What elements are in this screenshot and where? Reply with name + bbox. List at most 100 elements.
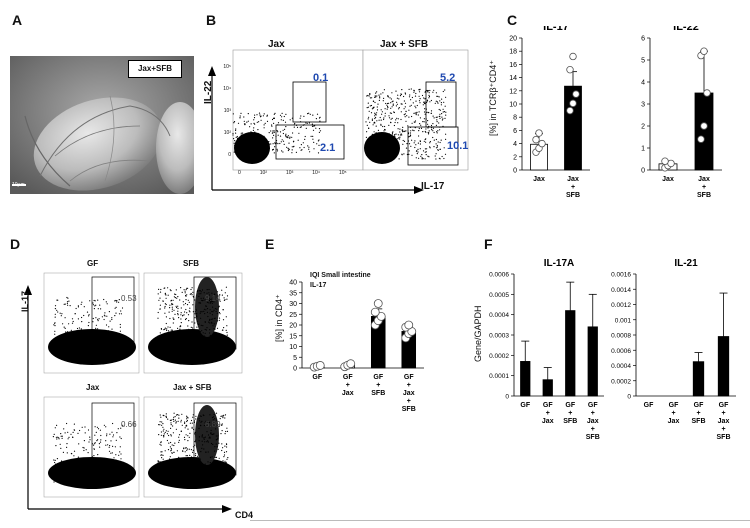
e-category-label: GF — [404, 374, 414, 381]
c-il17-ytick-label: 16 — [509, 62, 517, 69]
e-category-label: Jax — [342, 390, 354, 397]
c-il22-point — [661, 157, 669, 165]
e-ytick-label: 30 — [289, 301, 297, 308]
f-il17a-category-label: + — [591, 426, 595, 433]
b-y-ticks: 10⁵ 10⁴ 10³ 10² 0 — [223, 64, 231, 158]
c-il17-category-label: Jax — [533, 176, 545, 183]
f-il21-ytick-label: 0.0006 — [611, 348, 631, 355]
e-category-label: GF — [312, 374, 322, 381]
f-il21-category-label: + — [671, 410, 675, 417]
e-category-label: GF — [343, 374, 353, 381]
e-ytick-label: 25 — [289, 312, 297, 319]
flow-plot-jax-d — [43, 396, 140, 498]
c-il17-point — [572, 90, 580, 98]
f-il21-category-label: + — [696, 410, 700, 417]
d-jax-sfb-events — [157, 412, 229, 484]
panel-letter-c: C — [507, 12, 518, 28]
e-ytick-label: 35 — [289, 290, 297, 297]
b-plot2-upper-gate: 5.2 — [440, 72, 456, 84]
f-il17a-bar — [587, 326, 598, 397]
sample-tag: Jax+SFB — [128, 60, 182, 78]
f-il21-ytick-label: 0.0016 — [611, 272, 631, 279]
e-ytick-label: 40 — [289, 280, 297, 287]
f-il17a-ytick-label: 0.0001 — [489, 373, 509, 380]
e-ytick-label: 15 — [289, 333, 297, 340]
e-point — [404, 320, 414, 330]
c-il22-ytick-label: 1 — [641, 146, 645, 153]
f-il21-category-label: Jax — [668, 418, 680, 425]
flow-plot-jax — [232, 49, 364, 171]
c-il17-point — [569, 52, 577, 61]
bottom-rule — [250, 520, 750, 521]
f-il21-bar — [692, 361, 705, 397]
f-il17a-bar — [565, 310, 576, 397]
c-il17-category-label: SFB — [566, 192, 580, 199]
c-il22-point — [703, 89, 711, 97]
d-sfb-events — [157, 286, 229, 358]
e-point — [346, 359, 356, 369]
flow-panel-d — [24, 272, 243, 513]
f-il17a-category-label: GF — [520, 402, 530, 409]
c-il22-title: IL-22 — [673, 26, 699, 33]
b-x-axis-label: IL-17 — [421, 181, 445, 192]
c-il17-ytick-label: 12 — [509, 88, 517, 95]
scale-bar-label: 10µm — [12, 182, 25, 188]
c-il22-ytick-label: 3 — [641, 102, 645, 109]
c-il22-ytick-label: 6 — [641, 36, 645, 43]
d-jax-value: 0.66 — [121, 420, 137, 429]
e-category-label: + — [407, 382, 411, 389]
f-il17a-category-label: GF — [588, 402, 598, 409]
c-il17-ytick-label: 4 — [513, 141, 517, 148]
e-category-label: SFB — [402, 406, 416, 413]
f-il21-ytick-label: 0 — [627, 394, 631, 401]
panel-letter-e: E — [265, 236, 275, 252]
d-sfb-value: 9.14 — [205, 294, 221, 303]
chart-f: 0 0.0001 0.0002 0.0003 0.0004 0.0005 0.0006 IL-… — [489, 258, 736, 441]
b-plot2-events — [365, 88, 447, 160]
e-point — [315, 361, 325, 370]
e-ytick-label: 10 — [289, 344, 297, 351]
f-il17a-ytick-label: 0.0004 — [489, 312, 509, 319]
e-category-label: + — [407, 398, 411, 405]
b-x-ticks: 0 10² 10³ 10⁴ 10⁵ — [238, 170, 347, 176]
f-il17a-category-label: SFB — [563, 418, 577, 425]
c-il22-category-label: Jax — [698, 176, 710, 183]
c-il17-ytick-label: 18 — [509, 49, 517, 56]
f-il21-ytick-label: 0.0014 — [611, 287, 631, 294]
f-il21-ytick-label: 0.0012 — [611, 302, 631, 309]
f-il17a-ytick-label: 0.0005 — [489, 292, 509, 299]
f-il17a-category-label: SFB — [586, 434, 600, 441]
c-il17-title: IL-17 — [543, 26, 569, 33]
f-il17a-category-label: GF — [543, 402, 553, 409]
c-ylabel: [%] in TCRβ⁺CD4⁺ — [488, 59, 498, 136]
f-il17a-title: IL-17A — [544, 258, 575, 269]
c-il17-point — [535, 129, 543, 137]
flow-panel-b — [208, 49, 469, 194]
d-gf-title: GF — [87, 259, 99, 268]
c-il17-ytick-label: 10 — [509, 102, 517, 109]
f-il21-ytick-label: 0.0004 — [611, 363, 631, 370]
c-il17-ytick-label: 14 — [509, 75, 517, 82]
f-il17a-category-label: + — [546, 410, 550, 417]
f-il17a-category-label: Jax — [587, 418, 599, 425]
flow-plot-gf — [43, 272, 140, 374]
b-y-axis-label: IL-22 — [203, 80, 214, 104]
c-il17-ytick-label: 20 — [509, 36, 517, 43]
c-il22-bar — [694, 92, 714, 171]
f-il17a-bar — [542, 379, 553, 397]
f-il17a-category-label: + — [591, 410, 595, 417]
f-il17a-category-label: Jax — [542, 418, 554, 425]
f-il21-category-label: SFB — [717, 434, 731, 441]
e-point — [373, 299, 383, 308]
e-point — [370, 307, 380, 317]
d-gf-events — [52, 296, 124, 358]
e-point — [376, 312, 386, 321]
e-note-1: IQI Small intestine — [310, 272, 371, 279]
f-il17a-ytick-label: 0.0003 — [489, 333, 509, 340]
c-il17-point — [532, 135, 540, 144]
d-gf-value: 0.53 — [121, 294, 137, 303]
f-il17a-category-label: GF — [565, 402, 575, 409]
b-plot1-lower-gate: 2.1 — [320, 142, 336, 154]
b-plot1-upper-gate: 0.1 — [313, 72, 329, 84]
